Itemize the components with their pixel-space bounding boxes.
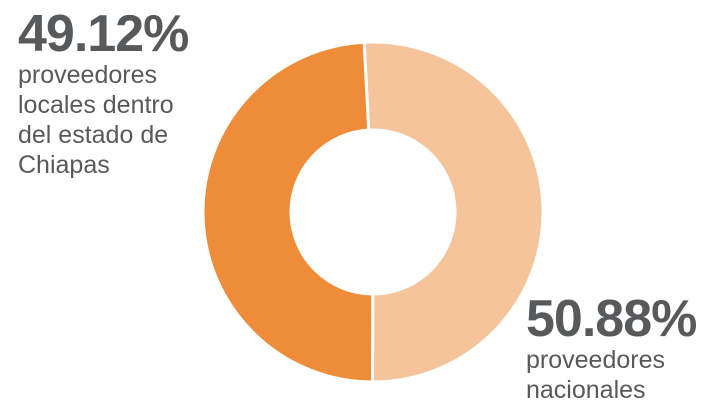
slice-national [362,40,545,384]
local-suppliers-percent: 49.12% [18,5,189,63]
local-suppliers-line-4: Chiapas [18,151,110,179]
local-suppliers-line-1: proveedores [18,61,157,89]
national-suppliers-label: 50.88% proveedores nacionales [526,290,697,405]
slice-local [201,40,375,384]
local-suppliers-line-3: del estado de [18,121,169,149]
national-suppliers-line-2: nacionales [526,376,646,404]
local-suppliers-line-2: locales dentro [18,91,174,119]
national-suppliers-percent: 50.88% [526,290,697,348]
local-suppliers-label: 49.12% proveedores locales dentro del es… [18,5,189,180]
national-suppliers-line-1: proveedores [526,346,665,374]
